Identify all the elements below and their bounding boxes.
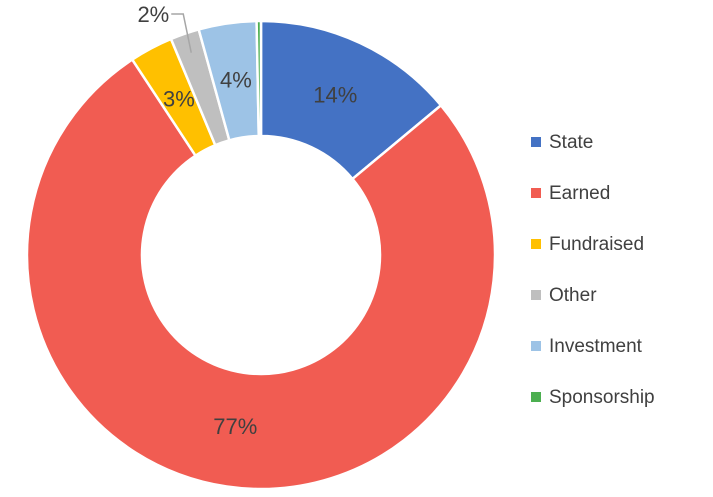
slice xyxy=(25,57,497,491)
legend-label: Fundraised xyxy=(549,234,644,255)
data-label: 4% xyxy=(220,68,252,93)
legend-swatch xyxy=(531,392,541,402)
legend-label: State xyxy=(549,132,593,153)
slice xyxy=(259,19,443,181)
data-label: 77% xyxy=(213,414,257,439)
legend-swatch xyxy=(531,239,541,249)
legend-swatch xyxy=(531,137,541,147)
data-label: 2% xyxy=(137,2,169,27)
legend-label: Other xyxy=(549,285,597,306)
slice xyxy=(255,19,263,138)
data-label: 14% xyxy=(313,82,357,107)
legend-label: Earned xyxy=(549,183,610,204)
legend-label: Sponsorship xyxy=(549,387,655,408)
leader-line xyxy=(171,13,192,53)
legend-swatch xyxy=(531,188,541,198)
legend-swatch xyxy=(531,341,541,351)
legend-label: Investment xyxy=(549,336,643,357)
legend-swatch xyxy=(531,290,541,300)
data-label: 3% xyxy=(163,86,195,111)
